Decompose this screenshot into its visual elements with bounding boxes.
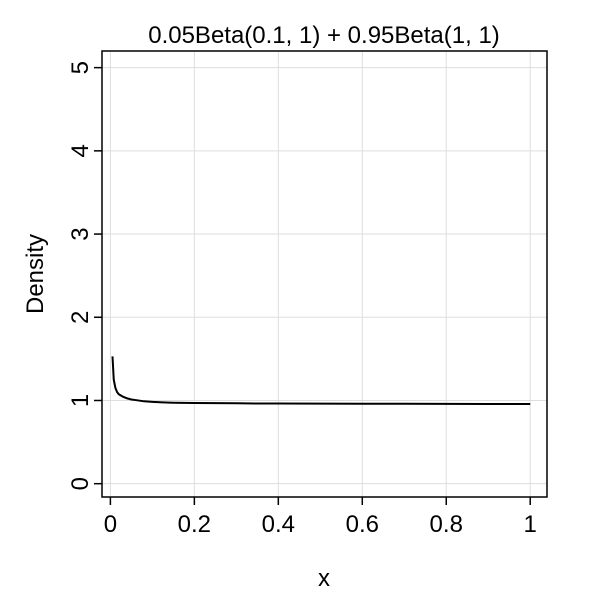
y-tick-label: 1 (67, 394, 94, 407)
y-tick-label: 2 (67, 311, 94, 324)
x-tick-label: 0.4 (262, 511, 295, 538)
plot-frame (101, 50, 548, 498)
x-tick-label: 0.6 (346, 511, 379, 538)
x-tick-label: 0.2 (178, 511, 211, 538)
y-axis-label: Density (22, 234, 49, 314)
x-tick-label: 0.8 (430, 511, 463, 538)
chart-title: 0.05Beta(0.1, 1) + 0.95Beta(1, 1) (148, 22, 500, 49)
y-tick-label: 0 (67, 477, 94, 490)
axes: 0 0.2 0.4 0.6 0.8 1 0 1 2 3 4 5 (67, 61, 537, 538)
y-tick-label: 3 (67, 227, 94, 240)
x-tick-label: 1 (524, 511, 537, 538)
series-layer (111, 356, 531, 405)
grid (102, 51, 547, 497)
x-axis-label: x (318, 565, 330, 592)
y-tick-label: 5 (67, 61, 94, 74)
density-curve (111, 356, 531, 405)
x-tick-label: 0 (104, 511, 117, 538)
y-tick-label: 4 (67, 144, 94, 157)
